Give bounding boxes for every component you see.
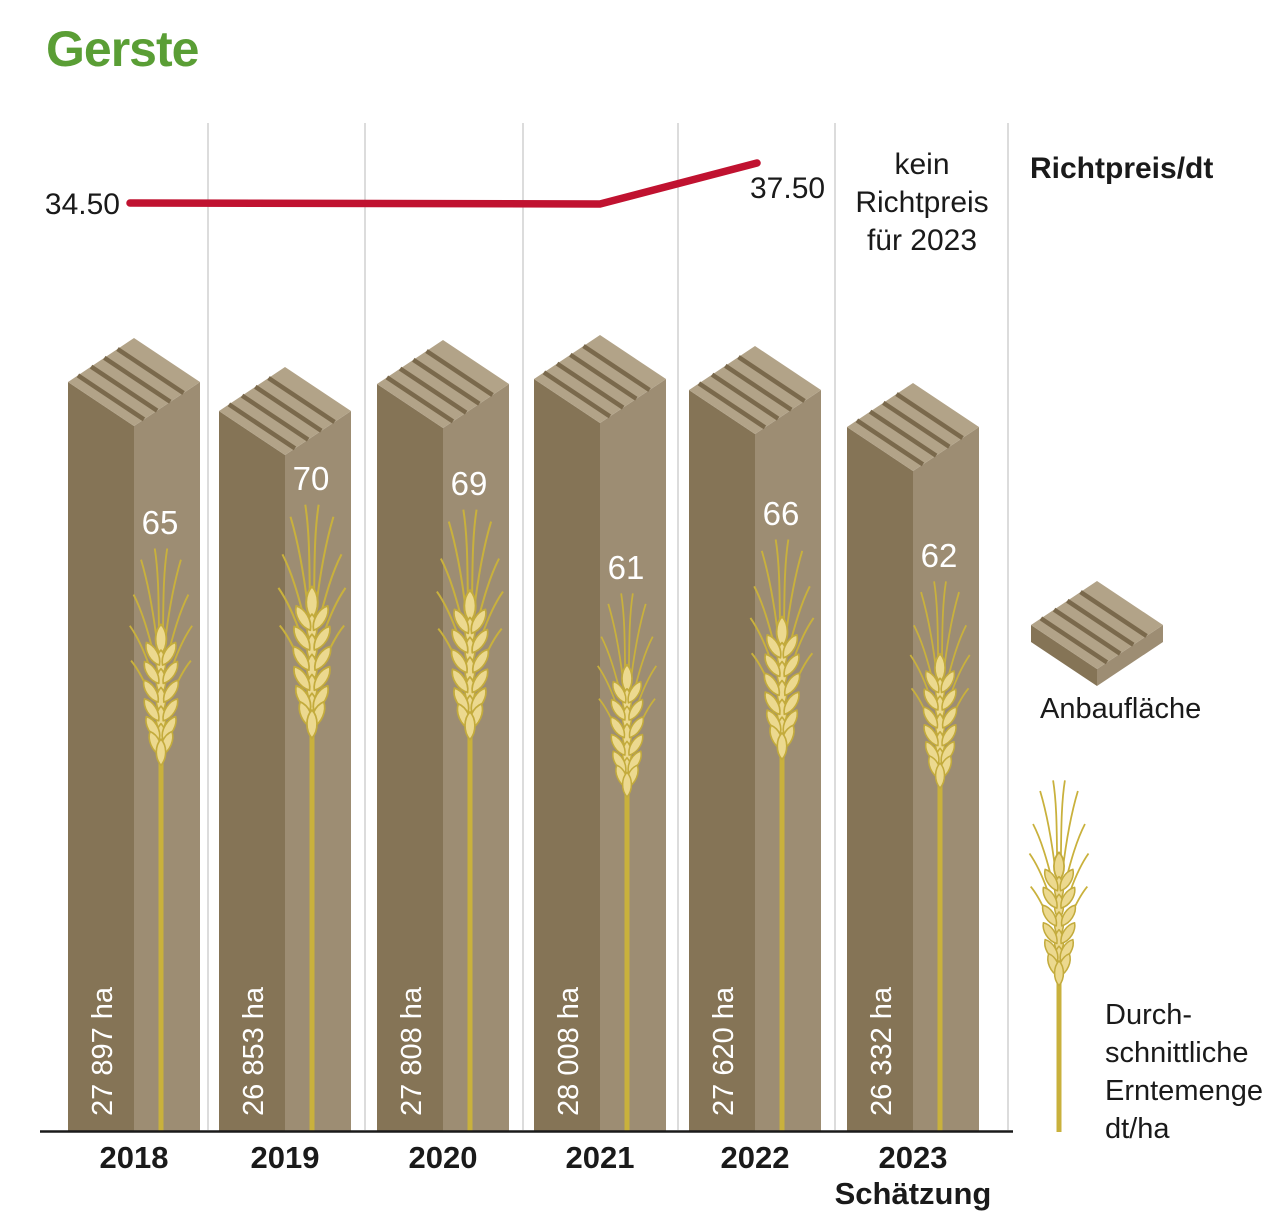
- bar-top-face: [68, 338, 200, 426]
- bar-top-face: [534, 335, 666, 423]
- slab-grooves: [1039, 590, 1148, 665]
- bar-right-face: [600, 379, 666, 1131]
- bar-right-face: [285, 411, 351, 1131]
- bar-2018: 65 27 897 ha: [68, 338, 200, 1131]
- bar-left-face: [689, 390, 755, 1131]
- yield-legend: Durch- schnittliche Erntemenge dt/ha: [1030, 780, 1263, 1145]
- x-axis-labels: 2018 2019 2020 2021 2022 2023 Schätzung: [100, 1140, 992, 1211]
- bar-top-face: [219, 367, 351, 455]
- bar-2019: 70 26 853 ha: [219, 367, 351, 1131]
- bar-top-grooves: [855, 392, 964, 467]
- bar-top-grooves: [385, 349, 494, 424]
- bar-2020: 69 27 808 ha: [377, 340, 509, 1131]
- slab-top-face: [1031, 581, 1163, 669]
- bar-2023: 62 26 332 ha: [847, 383, 979, 1131]
- area-value: 27 897 ha: [87, 986, 119, 1116]
- note-line: Richtpreis: [855, 186, 988, 219]
- bar-left-face: [377, 384, 443, 1131]
- year-label: 2020: [409, 1140, 478, 1175]
- slab-left-face: [1031, 625, 1097, 686]
- yield-value: 61: [608, 549, 645, 586]
- bar-left-face: [219, 411, 285, 1131]
- year-label: 2023: [879, 1140, 948, 1175]
- area-value: 26 332 ha: [866, 986, 898, 1116]
- bar-top-grooves: [76, 347, 185, 422]
- area-value: 28 008 ha: [553, 986, 585, 1116]
- barley-ear-icon: [1030, 780, 1089, 985]
- area-slab-icon: [1031, 581, 1163, 686]
- yield-value: 70: [293, 460, 330, 497]
- yield-legend-line: Durch-: [1105, 999, 1192, 1031]
- note-line: für 2023: [867, 224, 977, 257]
- year-label: 2019: [251, 1140, 320, 1175]
- price-line: [126, 159, 761, 208]
- bar-right-face: [134, 382, 200, 1131]
- year-label: 2022: [721, 1140, 790, 1175]
- price-legend-title: Richtpreis/dt: [1030, 152, 1213, 185]
- bar-left-face: [68, 382, 134, 1131]
- yield-value: 65: [142, 504, 179, 541]
- category-gridlines: [207, 123, 1009, 1130]
- bar-top-grooves: [542, 344, 651, 419]
- no-price-note: kein Richtpreis für 2023: [855, 148, 988, 257]
- yield-legend-line: dt/ha: [1105, 1113, 1170, 1145]
- yield-value: 62: [921, 537, 958, 574]
- yield-value: 69: [451, 465, 488, 502]
- page-title: Gerste: [46, 21, 199, 77]
- bar-top-face: [847, 383, 979, 471]
- bar-top-face: [377, 340, 509, 428]
- yield-legend-line: schnittliche: [1105, 1037, 1248, 1069]
- price-start-label: 34.50: [45, 188, 120, 221]
- price-end-label: 37.50: [750, 172, 825, 205]
- year-sublabel: Schätzung: [835, 1176, 992, 1211]
- area-legend-label: Anbaufläche: [1040, 693, 1201, 725]
- bar-top-grooves: [227, 376, 336, 451]
- bar-right-face: [913, 427, 979, 1131]
- yield-value: 66: [763, 495, 800, 532]
- bar-left-face: [534, 379, 600, 1131]
- bar-2022: 66 27 620 ha: [689, 346, 821, 1131]
- note-line: kein: [894, 148, 949, 181]
- bar-right-face: [755, 390, 821, 1131]
- area-value: 27 808 ha: [396, 986, 428, 1116]
- year-label: 2018: [100, 1140, 169, 1175]
- yield-legend-line: Erntemenge: [1105, 1075, 1263, 1107]
- bar-top-face: [689, 346, 821, 434]
- slab-right-face: [1097, 625, 1163, 686]
- area-value: 26 853 ha: [238, 986, 270, 1116]
- bar-2021: 61 28 008 ha: [534, 335, 666, 1131]
- year-label: 2021: [566, 1140, 635, 1175]
- bar-top-grooves: [697, 355, 806, 430]
- area-value: 27 620 ha: [708, 986, 740, 1116]
- bar-left-face: [847, 427, 913, 1131]
